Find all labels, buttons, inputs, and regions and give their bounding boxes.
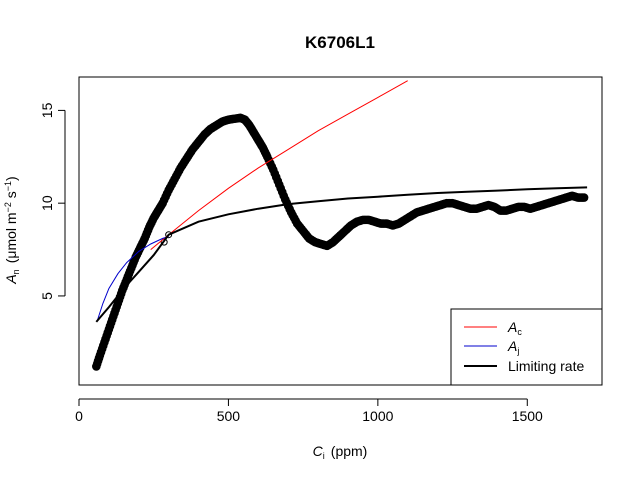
y-tick-label-1: 10 bbox=[39, 195, 55, 211]
x-axis-label: Ci (ppm) bbox=[313, 443, 368, 461]
x-tick-label-2: 1000 bbox=[362, 408, 393, 424]
y-axis-label-close: ) bbox=[3, 176, 19, 181]
x-tick-label-0: 0 bbox=[75, 408, 83, 424]
y-axis-label-exp2: −1 bbox=[3, 181, 13, 191]
y-tick-label-2: 15 bbox=[39, 102, 55, 118]
y-axis-label-open: ( bbox=[3, 258, 19, 263]
plot-frame bbox=[78, 76, 603, 386]
legend-ac-main: A bbox=[507, 319, 517, 335]
y-axis-label-sub: n bbox=[11, 269, 21, 274]
axes: 0 500 1000 1500 5 10 15 bbox=[39, 76, 603, 424]
x-axis-label-main: C bbox=[313, 443, 324, 459]
y-axis-label-main: A bbox=[3, 274, 19, 284]
legend-label-limiting: Limiting rate bbox=[508, 358, 584, 374]
series-line-2 bbox=[150, 80, 408, 250]
x-axis-label-sub: i bbox=[323, 451, 325, 461]
y-tick-label-0: 5 bbox=[39, 292, 55, 300]
legend-ac-sub: c bbox=[517, 327, 522, 337]
legend-label-ac: Ac bbox=[507, 319, 522, 337]
series-line-3 bbox=[96, 236, 169, 323]
x-tick-label-1: 500 bbox=[217, 408, 241, 424]
series-line-4 bbox=[95, 186, 588, 323]
y-axis-label-s: s bbox=[3, 191, 19, 202]
y-axis-label: An (μmol m−2 s−1) bbox=[3, 176, 21, 284]
x-tick-label-3: 1500 bbox=[512, 408, 543, 424]
legend-aj-sub: j bbox=[516, 346, 519, 356]
plot-area bbox=[92, 80, 589, 371]
y-axis-label-exp1: −2 bbox=[3, 202, 13, 212]
x-axis-label-unit: (ppm) bbox=[331, 443, 368, 459]
chart-title: K6706L1 bbox=[305, 33, 375, 52]
legend-label-aj: Aj bbox=[507, 338, 519, 356]
y-axis-label-unit: μmol m bbox=[3, 212, 19, 258]
data-point-348 bbox=[579, 193, 589, 202]
legend: Ac Aj Limiting rate bbox=[450, 308, 603, 386]
legend-aj-main: A bbox=[507, 338, 517, 354]
legend-box bbox=[450, 308, 603, 386]
